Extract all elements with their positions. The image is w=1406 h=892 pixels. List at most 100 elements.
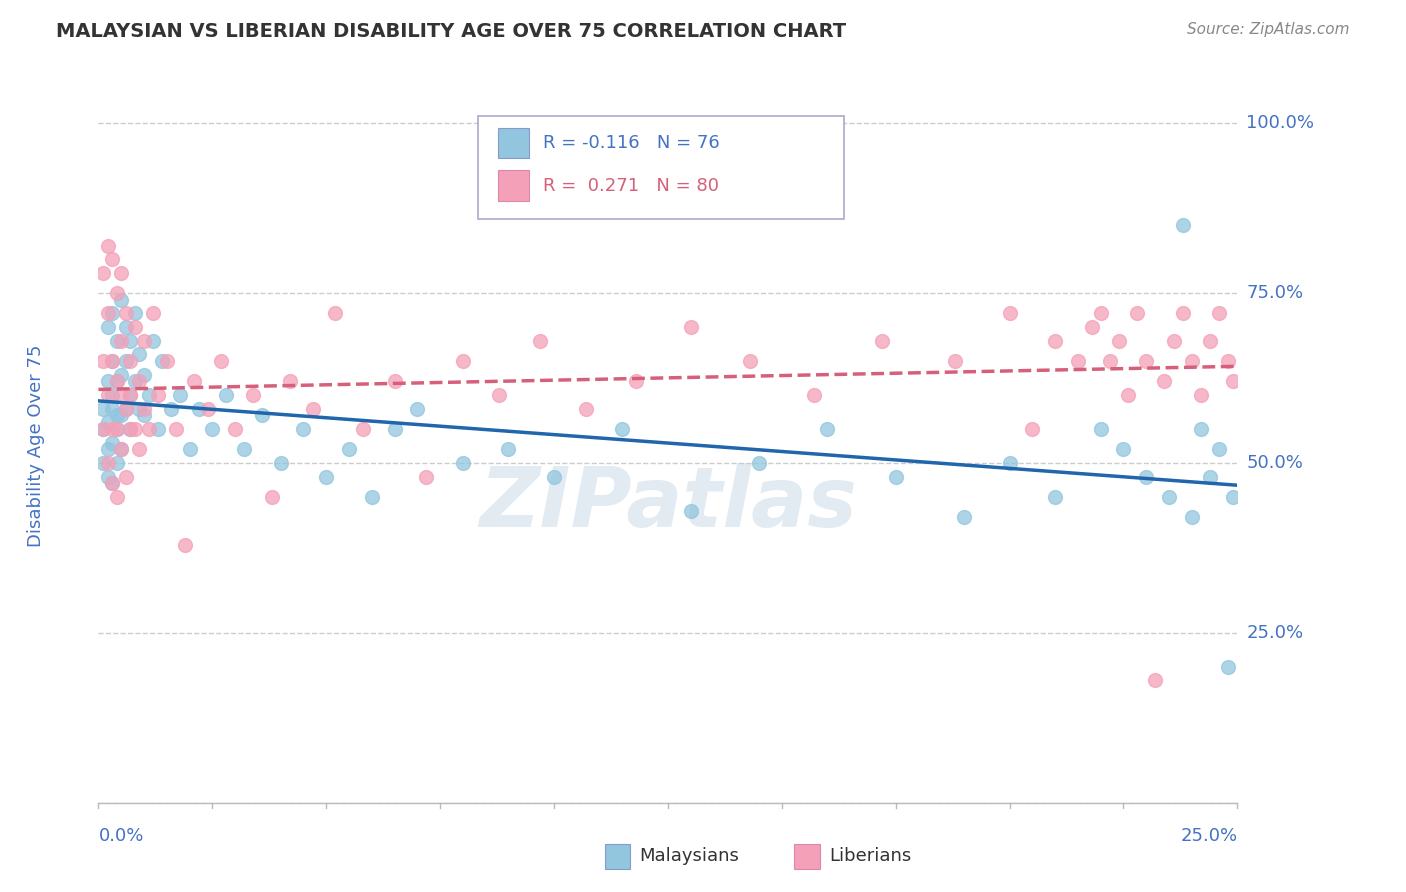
Point <box>105 334 128 348</box>
Point <box>1126 306 1149 320</box>
Point <box>233 442 256 457</box>
Point <box>1189 422 1212 436</box>
Point <box>142 334 165 348</box>
Point <box>160 401 183 416</box>
Point <box>260 490 283 504</box>
Point <box>575 401 598 416</box>
Point <box>415 469 437 483</box>
Text: Disability Age Over 75: Disability Age Over 75 <box>27 344 45 548</box>
Point <box>953 510 976 524</box>
Point <box>101 422 124 436</box>
Point <box>815 422 838 436</box>
Point <box>943 354 966 368</box>
Point <box>150 354 173 368</box>
Point <box>187 401 209 416</box>
Point <box>1171 218 1194 232</box>
Point <box>215 388 238 402</box>
Point <box>183 375 205 389</box>
Point <box>624 375 647 389</box>
Point <box>128 347 150 361</box>
Point <box>128 401 150 416</box>
Point <box>132 409 155 423</box>
Point <box>110 368 132 382</box>
Point <box>120 388 142 402</box>
Text: Malaysians: Malaysians <box>640 847 740 865</box>
Point <box>1067 354 1090 368</box>
Point <box>278 375 301 389</box>
Point <box>114 354 136 368</box>
Point <box>96 456 118 470</box>
Point <box>120 334 142 348</box>
Point <box>120 422 142 436</box>
Point <box>120 388 142 402</box>
Point <box>105 375 128 389</box>
Point <box>352 422 374 436</box>
Point <box>132 368 155 382</box>
Point <box>1153 375 1175 389</box>
Point <box>1189 388 1212 402</box>
Point <box>124 375 146 389</box>
Point <box>91 266 114 280</box>
Text: 25.0%: 25.0% <box>1246 624 1303 642</box>
Point <box>252 409 274 423</box>
Point <box>101 354 124 368</box>
Point <box>1171 306 1194 320</box>
Point <box>1222 490 1244 504</box>
Point <box>1021 422 1043 436</box>
Point <box>114 306 136 320</box>
Point <box>120 422 142 436</box>
Point <box>110 266 132 280</box>
Point <box>105 409 128 423</box>
Point <box>105 422 128 436</box>
Point <box>543 469 565 483</box>
Point <box>1090 306 1112 320</box>
Point <box>451 354 474 368</box>
Point <box>498 442 520 457</box>
Point <box>91 456 114 470</box>
Point <box>96 442 118 457</box>
Point <box>270 456 292 470</box>
Point <box>105 422 128 436</box>
Point <box>114 401 136 416</box>
Point <box>870 334 893 348</box>
Point <box>488 388 510 402</box>
Point <box>105 490 128 504</box>
Point <box>1181 354 1204 368</box>
Point <box>1208 442 1230 457</box>
Point <box>156 354 179 368</box>
Point <box>738 354 761 368</box>
Point <box>998 306 1021 320</box>
Text: 0.0%: 0.0% <box>98 827 143 845</box>
Point <box>1199 469 1222 483</box>
Text: 50.0%: 50.0% <box>1246 454 1303 472</box>
Point <box>91 422 114 436</box>
Point <box>105 375 128 389</box>
Point <box>1218 660 1240 674</box>
Point <box>101 388 124 402</box>
Point <box>301 401 323 416</box>
Text: R = -0.116   N = 76: R = -0.116 N = 76 <box>543 134 720 152</box>
Point <box>110 442 132 457</box>
Point <box>1098 354 1121 368</box>
Point <box>91 422 114 436</box>
Point <box>1108 334 1130 348</box>
Point <box>146 422 169 436</box>
Point <box>1218 354 1240 368</box>
Point <box>1163 334 1185 348</box>
Point <box>1043 334 1066 348</box>
Point <box>114 469 136 483</box>
Text: R =  0.271   N = 80: R = 0.271 N = 80 <box>543 177 718 194</box>
Point <box>96 238 118 252</box>
Point <box>138 422 160 436</box>
Point <box>1144 673 1167 688</box>
Point <box>96 388 118 402</box>
Point <box>360 490 382 504</box>
Point <box>124 422 146 436</box>
Text: 25.0%: 25.0% <box>1180 827 1237 845</box>
Point <box>612 422 634 436</box>
Point <box>96 415 118 429</box>
Point <box>1222 375 1244 389</box>
Point <box>337 442 360 457</box>
Text: Liberians: Liberians <box>830 847 911 865</box>
Point <box>101 476 124 491</box>
